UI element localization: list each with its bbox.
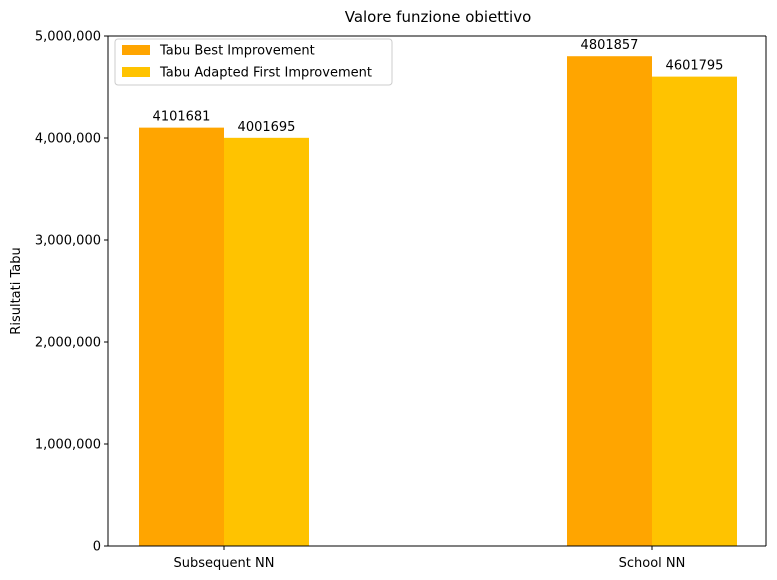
y-tick-label: 5,000,000 [35, 30, 101, 45]
chart-title: Valore funzione obiettivo [345, 8, 532, 26]
bar-best-subsequent-nn [139, 127, 224, 546]
legend-box [114, 38, 393, 86]
y-tick-label: 0 [93, 540, 101, 555]
bar-adapted-first-school-nn [652, 76, 737, 546]
y-tick-label: 1,000,000 [35, 438, 101, 453]
axes: 0 1,000,000 2,000,000 3,000,000 4,000,000 5,0… [35, 30, 767, 571]
y-axis-label: Risultati Tabu [9, 247, 24, 334]
legend-label: Tabu Adapted First Improvement [159, 66, 372, 81]
bar-adapted-first-subsequent-nn [224, 137, 309, 547]
x-tick-label: School NN [619, 556, 686, 571]
x-tick-label: Subsequent NN [174, 556, 275, 571]
bar-best-school-nn [567, 56, 652, 547]
data-label-0-0: 4101681 [153, 110, 211, 125]
legend-swatch [122, 67, 150, 77]
y-tick-label: 4,000,000 [35, 132, 101, 147]
legend-swatch [122, 45, 150, 55]
data-label-1-1: 4601795 [666, 59, 724, 74]
legend-label: Tabu Best Improvement [159, 44, 315, 59]
y-tick-label: 2,000,000 [35, 336, 101, 351]
y-tick-label: 3,000,000 [35, 234, 101, 249]
legend: Tabu Best Improvement Tabu Adapted First … [114, 38, 393, 86]
data-label-0-1: 4801857 [581, 38, 639, 53]
plot-area: 4101681 4801857 4001695 4601795 [139, 38, 737, 547]
data-label-1-0: 4001695 [238, 120, 296, 135]
